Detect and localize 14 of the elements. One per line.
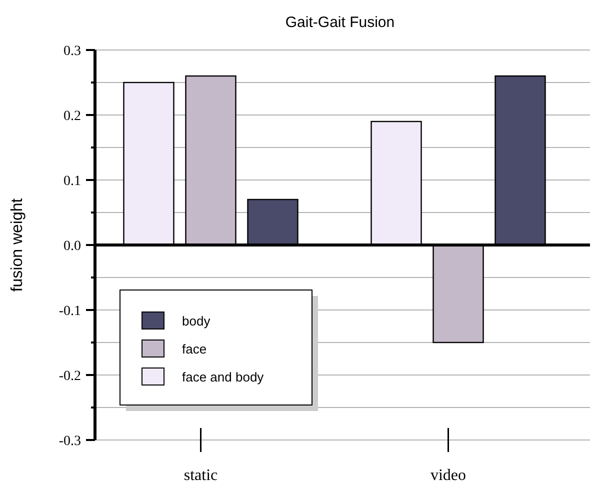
y-tick-label: 0.3 xyxy=(64,44,81,59)
y-tick-label: 0.0 xyxy=(64,238,81,254)
y-tick-label: -0.2 xyxy=(58,368,81,384)
x-tick-label: video xyxy=(430,467,466,484)
legend-label: face and body xyxy=(182,370,264,385)
chart-title: Gait-Gait Fusion xyxy=(285,14,395,31)
y-tick-label: 0.2 xyxy=(64,108,81,124)
y-tick-label: -0.1 xyxy=(58,304,81,319)
x-tick-label: static xyxy=(184,467,218,484)
y-axis-title: fusion weight xyxy=(9,198,26,292)
legend-label: body xyxy=(182,314,211,329)
y-tick-label: 0.1 xyxy=(64,174,81,189)
y-tick-label: -0.3 xyxy=(58,434,81,449)
legend-label: face xyxy=(182,342,207,357)
